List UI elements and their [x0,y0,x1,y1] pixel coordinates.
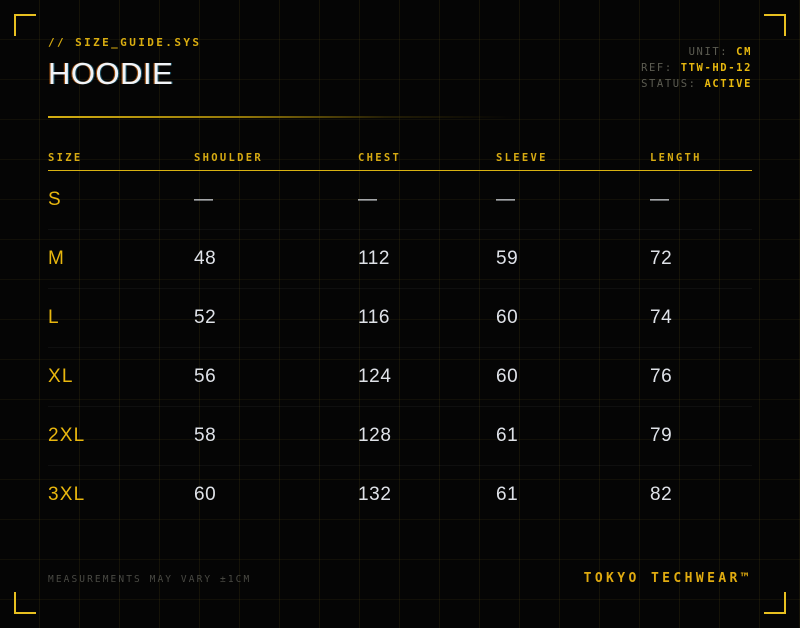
cell-shoulder: 56 [194,366,217,387]
metadata-value-unit: CM [736,46,752,58]
cell-size: L [48,307,60,328]
table-row[interactable]: XL 56 124 60 76 [48,348,752,407]
metadata-row-status: STATUS: ACTIVE [641,76,752,92]
cell-sleeve: 59 [496,248,519,269]
metadata-row-unit: UNIT: CM [641,44,752,60]
cell-length: 79 [650,425,673,446]
cell-length: 76 [650,366,673,387]
cell-sleeve: 60 [496,366,519,387]
table-row[interactable]: 2XL 58 128 61 79 [48,407,752,466]
size-table: SIZE SHOULDER CHEST SLEEVE LENGTH S — — … [48,146,752,524]
cell-size: XL [48,366,74,387]
corner-bracket-top-left-icon [14,14,36,36]
cell-sleeve: 60 [496,307,519,328]
page-footer: MEASUREMENTS MAY VARY ±1CM TOKYO TECHWEA… [48,571,752,586]
metadata-key-status: STATUS: [641,78,697,90]
cell-size: 3XL [48,484,86,505]
table-row[interactable]: S — — — — [48,171,752,230]
cell-chest: 124 [358,366,392,387]
cell-shoulder: — [194,189,214,210]
cell-length: 82 [650,484,673,505]
cell-sleeve: — [496,189,516,210]
cell-length: 72 [650,248,673,269]
column-header-chest: CHEST [358,152,402,164]
table-header-row: SIZE SHOULDER CHEST SLEEVE LENGTH [48,146,752,171]
system-tag: // SIZE_GUIDE.SYS [48,36,202,49]
table-row[interactable]: L 52 116 60 74 [48,289,752,348]
cell-size: S [48,189,62,210]
corner-bracket-top-right-icon [764,14,786,36]
cell-length: — [650,189,670,210]
cell-shoulder: 58 [194,425,217,446]
metadata-row-ref: REF: TTW-HD-12 [641,60,752,76]
corner-bracket-bottom-left-icon [14,592,36,614]
cell-shoulder: 60 [194,484,217,505]
cell-chest: 128 [358,425,392,446]
cell-size: 2XL [48,425,86,446]
cell-sleeve: 61 [496,425,519,446]
cell-chest: 132 [358,484,392,505]
cell-size: M [48,248,66,269]
column-header-sleeve: SLEEVE [496,152,548,164]
column-header-size: SIZE [48,152,83,164]
cell-shoulder: 48 [194,248,217,269]
brand-wordmark: TOKYO TECHWEAR™ [583,571,752,586]
metadata-block: UNIT: CM REF: TTW-HD-12 STATUS: ACTIVE [641,44,752,92]
header-divider [48,116,752,118]
status-badge: ACTIVE [704,78,752,90]
cell-chest: 112 [358,248,391,269]
metadata-key-ref: REF: [641,62,673,74]
cell-shoulder: 52 [194,307,217,328]
cell-sleeve: 61 [496,484,519,505]
cell-chest: — [358,189,378,210]
table-row[interactable]: 3XL 60 132 61 82 [48,466,752,524]
cell-length: 74 [650,307,673,328]
column-header-shoulder: SHOULDER [194,152,263,164]
metadata-value-ref: TTW-HD-12 [680,62,752,74]
content-frame: // SIZE_GUIDE.SYS HOODIE UNIT: CM REF: T… [48,0,752,628]
cell-chest: 116 [358,307,391,328]
metadata-key-unit: UNIT: [688,46,729,58]
table-row[interactable]: M 48 112 59 72 [48,230,752,289]
page-header: // SIZE_GUIDE.SYS HOODIE UNIT: CM REF: T… [48,36,752,98]
page-title: HOODIE [48,56,174,91]
measurement-disclaimer: MEASUREMENTS MAY VARY ±1CM [48,574,252,585]
corner-bracket-bottom-right-icon [764,592,786,614]
column-header-length: LENGTH [650,152,702,164]
